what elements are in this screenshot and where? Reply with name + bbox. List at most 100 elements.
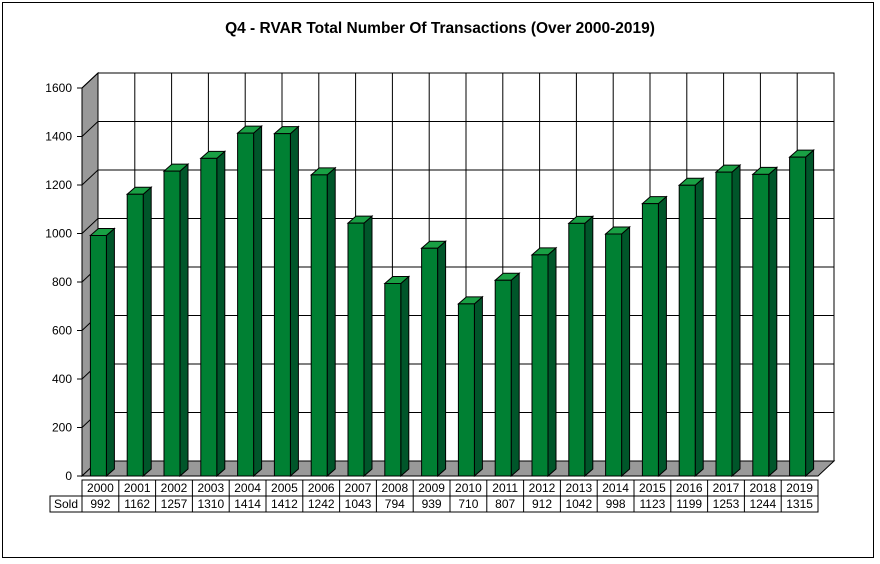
- category-label: 2011: [492, 481, 518, 495]
- bar-front: [678, 184, 696, 477]
- value-label: 1253: [713, 497, 740, 511]
- bar-front: [715, 171, 733, 477]
- bar-side: [326, 166, 336, 478]
- bar-2019: [788, 149, 815, 478]
- value-label: 1242: [308, 497, 335, 511]
- bar-front: [421, 247, 439, 477]
- bar-front: [163, 170, 181, 477]
- category-label: 2009: [418, 481, 445, 495]
- bar-2000: [89, 227, 116, 478]
- bar-2001: [125, 186, 153, 478]
- category-label: 2016: [676, 481, 703, 495]
- bar-side: [400, 275, 410, 478]
- category-label: 2010: [455, 481, 482, 495]
- value-label: 807: [495, 497, 515, 511]
- y-tick-label: 1000: [45, 227, 72, 241]
- bar-front: [347, 222, 365, 477]
- category-label: 2017: [713, 481, 740, 495]
- value-label: 1123: [639, 497, 665, 511]
- category-label: 2006: [308, 481, 335, 495]
- bar-2018: [751, 166, 779, 478]
- category-label: 2019: [786, 481, 813, 495]
- bar-2007: [346, 214, 374, 478]
- bar-side: [694, 177, 704, 478]
- value-label: 1199: [676, 497, 702, 511]
- bar-2013: [567, 215, 595, 478]
- bar-front: [237, 132, 255, 477]
- category-label: 2013: [565, 481, 592, 495]
- y-tick-label: 200: [52, 421, 72, 435]
- bar-2011: [493, 272, 521, 478]
- bar-2017: [714, 164, 742, 478]
- bar-front: [605, 233, 623, 477]
- bar-front: [568, 222, 586, 477]
- bar-2014: [604, 225, 631, 478]
- value-label: 992: [90, 497, 110, 511]
- bar-side: [510, 272, 520, 478]
- value-label: 939: [422, 497, 442, 511]
- bar-front: [752, 173, 770, 477]
- category-label: 2007: [345, 481, 372, 495]
- bar-front: [789, 156, 807, 477]
- value-label: 1043: [345, 497, 372, 511]
- bar-side: [473, 295, 483, 478]
- category-label: 2000: [87, 481, 114, 495]
- gridline-side: [81, 121, 99, 137]
- category-label: 2003: [197, 481, 224, 495]
- y-tick-label: 1400: [45, 130, 72, 144]
- bar-side: [584, 215, 594, 478]
- bar-side: [547, 246, 557, 478]
- bar-side: [216, 150, 226, 478]
- bar-side: [768, 166, 778, 478]
- category-label: 2018: [749, 481, 776, 495]
- bar-2010: [457, 295, 484, 478]
- category-label: 2001: [124, 481, 151, 495]
- bar-2005: [273, 125, 300, 478]
- value-label: 998: [606, 497, 626, 511]
- bar-front: [457, 303, 475, 477]
- gridline-side: [81, 72, 99, 89]
- value-label: 794: [385, 497, 405, 511]
- bar-front: [200, 157, 218, 477]
- bar-side: [805, 149, 815, 478]
- bar-side: [289, 125, 299, 478]
- bar-2009: [420, 240, 447, 478]
- bar-2006: [309, 166, 337, 478]
- y-tick-label: 0: [65, 469, 72, 483]
- bar-2003: [199, 150, 227, 478]
- category-label: 2014: [602, 481, 629, 495]
- category-label: 2008: [381, 481, 408, 495]
- bar-side: [142, 186, 152, 478]
- bar-2016: [677, 177, 705, 478]
- bar-front: [531, 254, 549, 477]
- bar-side: [657, 195, 667, 478]
- gridline-side: [81, 218, 99, 234]
- value-label: 1315: [786, 497, 813, 511]
- value-label: 1162: [124, 497, 150, 511]
- bar-front: [384, 282, 402, 477]
- category-label: 2015: [639, 481, 666, 495]
- category-label: 2002: [161, 481, 188, 495]
- bar-2012: [530, 246, 558, 478]
- value-label: 1042: [565, 497, 592, 511]
- table-series-label: Sold: [54, 497, 78, 511]
- bar-side: [253, 125, 263, 478]
- bar-front: [89, 234, 107, 477]
- bar-2015: [641, 195, 668, 478]
- value-label: 1257: [161, 497, 188, 511]
- bar-side: [437, 240, 447, 478]
- value-label: 710: [458, 497, 478, 511]
- y-tick-label: 1600: [45, 81, 72, 95]
- value-label: 1244: [749, 497, 776, 511]
- bar-front: [126, 193, 144, 477]
- bar-side: [105, 227, 115, 478]
- bar-side: [363, 214, 373, 478]
- bar-2004: [236, 125, 263, 478]
- value-label: 1412: [271, 497, 298, 511]
- gridline-side: [81, 169, 99, 186]
- category-label: 2004: [234, 481, 261, 495]
- value-label: 1310: [197, 497, 224, 511]
- bar-side: [621, 225, 631, 478]
- category-label: 2012: [529, 481, 556, 495]
